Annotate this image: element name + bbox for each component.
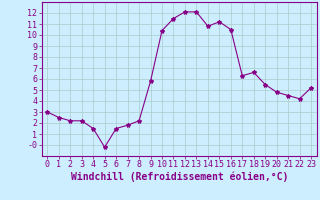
X-axis label: Windchill (Refroidissement éolien,°C): Windchill (Refroidissement éolien,°C) bbox=[70, 172, 288, 182]
